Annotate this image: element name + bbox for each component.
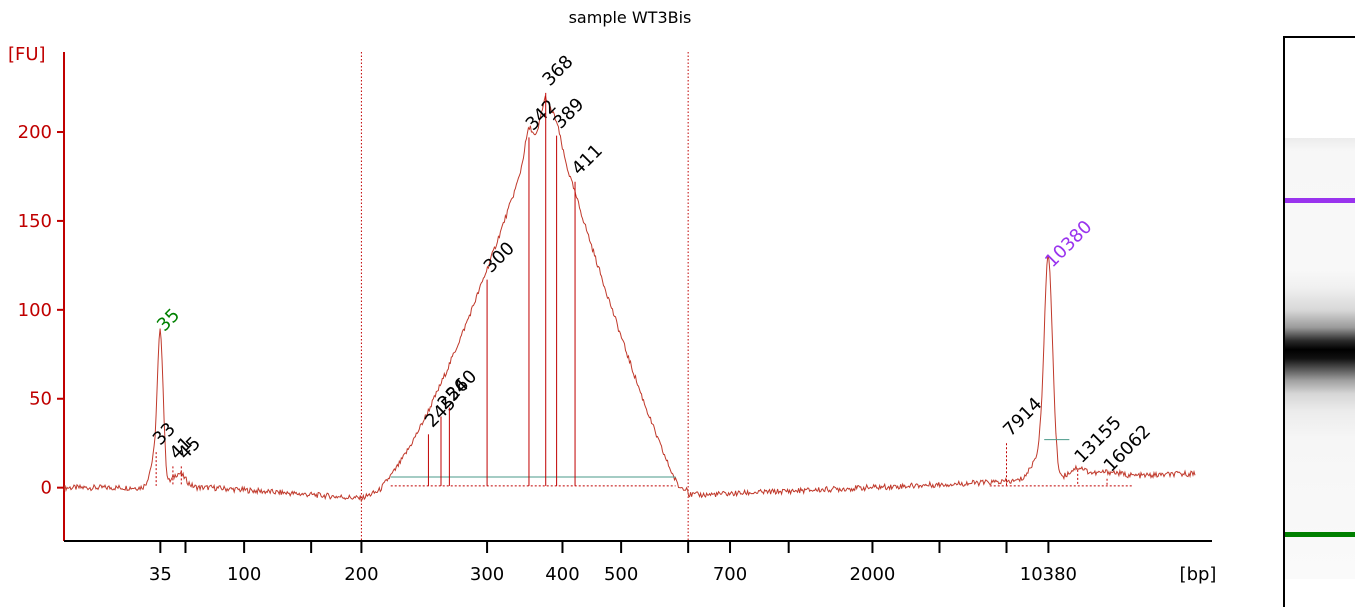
y-tick-label: 100 <box>18 300 52 321</box>
x-axis-label: [bp] <box>1180 564 1217 585</box>
peak-label: 389 <box>549 94 588 133</box>
x-tick-label: 500 <box>604 564 638 585</box>
electropherogram-chart: [FU] 0 50 100 150 200 35 100 200 300 400 500 700 2000… <box>8 44 1217 585</box>
y-tick-label: 50 <box>29 389 52 410</box>
y-tick-label: 0 <box>41 478 52 499</box>
x-tick-label: 2000 <box>850 564 896 585</box>
peak-label: 411 <box>568 140 607 179</box>
x-tick-label: 300 <box>470 564 504 585</box>
peak-label: 35 <box>153 305 184 336</box>
y-axis-label: [FU] <box>8 44 46 65</box>
peak-label: 10380 <box>1041 216 1096 271</box>
chart-title: sample WT3Bis <box>568 8 692 27</box>
x-tick-label: 400 <box>545 564 579 585</box>
x-tick-label: 200 <box>344 564 378 585</box>
lower-marker-band <box>1285 532 1355 537</box>
x-tick-label: 700 <box>713 564 747 585</box>
x-tick-label: 35 <box>149 564 172 585</box>
gel-lane <box>1285 138 1355 579</box>
peak-label: 300 <box>480 238 519 277</box>
upper-marker-band <box>1285 198 1355 203</box>
gel-image <box>1283 36 1355 607</box>
x-tick-label: 100 <box>227 564 261 585</box>
electropherogram-trace <box>63 95 1196 503</box>
x-tick-label: 10380 <box>1020 564 1077 585</box>
y-tick-label: 200 <box>18 122 52 143</box>
y-tick-label: 150 <box>18 211 52 232</box>
peak-label: 368 <box>538 51 577 90</box>
